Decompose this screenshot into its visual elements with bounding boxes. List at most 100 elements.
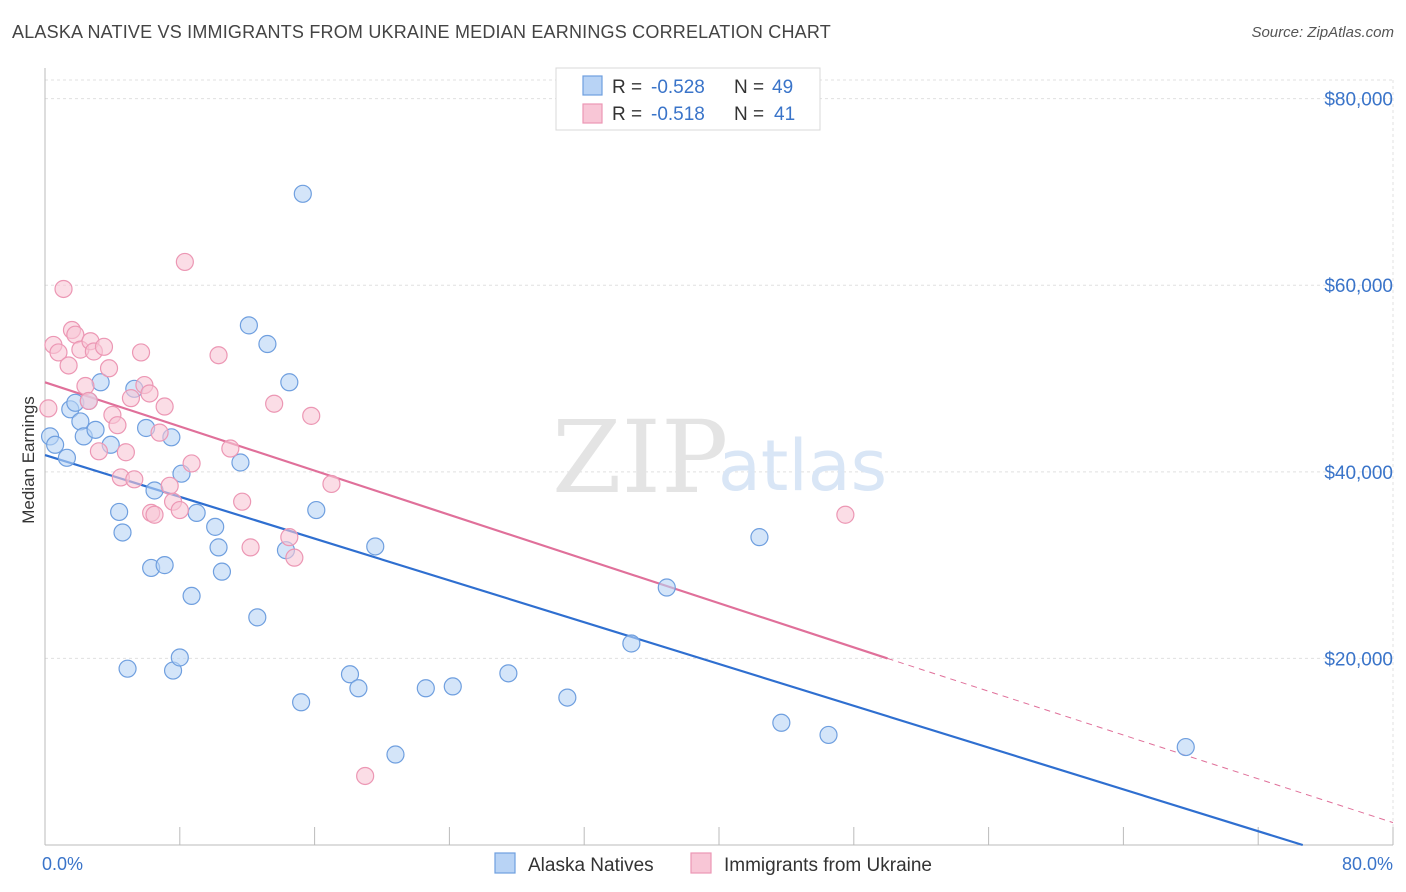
point-ukraine-16 [108, 416, 127, 435]
point-alaska-natives-42 [443, 677, 462, 696]
trend-lines [44, 381, 1394, 847]
point-ukraine-14 [99, 359, 119, 378]
point-alaska-natives-21 [170, 648, 189, 667]
data-points [39, 184, 1195, 786]
point-alaska-natives-18 [155, 556, 174, 575]
axes [44, 68, 1394, 846]
y-tick-label-2: $60,000 [1324, 276, 1393, 297]
point-ukraine-40 [302, 406, 321, 425]
point-ukraine-23 [140, 384, 159, 403]
point-alaska-natives-43 [499, 664, 518, 683]
bottom-legend-swatch-ukraine [690, 852, 712, 874]
y-tick-label-3: $80,000 [1324, 90, 1393, 111]
point-alaska-natives-11 [110, 502, 129, 522]
point-ukraine-38 [280, 528, 299, 547]
legend-n-label-2: N = [734, 104, 764, 125]
point-alaska-natives-5 [71, 412, 90, 431]
point-ukraine-13 [94, 337, 114, 356]
point-ukraine-27 [155, 397, 174, 416]
bottom-legend-swatch-alaska-natives [494, 852, 516, 874]
point-alaska-natives-29 [239, 316, 258, 335]
grid-lines [45, 79, 1394, 845]
point-ukraine-8 [76, 376, 95, 396]
point-ukraine-28 [160, 476, 179, 495]
point-ukraine-20 [125, 470, 144, 489]
bottom-legend-ukraine: Immigrants from Ukraine [724, 855, 932, 876]
point-alaska-natives-25 [206, 517, 225, 536]
point-alaska-natives-48 [772, 713, 791, 732]
point-ukraine-26 [150, 423, 169, 442]
point-alaska-natives-2 [57, 448, 77, 467]
point-alaska-natives-23 [182, 586, 201, 606]
point-alaska-natives-39 [366, 537, 385, 556]
point-alaska-natives-47 [750, 528, 769, 547]
point-alaska-natives-12 [113, 523, 132, 542]
legend-n-label-1: N = [734, 77, 764, 98]
legend-box: R = -0.528 N = 49 R = -0.518 N = 41 [555, 67, 821, 131]
point-alaska-natives-8 [86, 420, 105, 439]
y-axis-label: Median Earnings [19, 396, 38, 524]
point-alaska-natives-50 [1176, 737, 1195, 757]
watermark-atlas: atlas [718, 425, 887, 507]
point-alaska-natives-41 [416, 679, 435, 698]
trend-line-0 [44, 453, 1304, 847]
point-alaska-natives-30 [248, 608, 267, 627]
x-tick-label-max: 80.0% [1342, 854, 1393, 874]
bottom-legend: Alaska Natives Immigrants from Ukraine [494, 852, 932, 876]
legend-r-value-1: -0.528 [651, 77, 705, 98]
x-tick-labels: 0.0% 80.0% [42, 854, 1393, 874]
y-tick-label-0: $20,000 [1324, 649, 1393, 670]
point-ukraine-21 [131, 343, 151, 362]
chart-title: ALASKA NATIVE VS IMMIGRANTS FROM UKRAINE… [12, 22, 831, 42]
legend-n-value-1: 49 [772, 77, 793, 98]
point-alaska-natives-24 [187, 503, 206, 522]
point-ukraine-30 [170, 500, 189, 520]
point-alaska-natives-36 [307, 500, 326, 520]
legend-swatch-alaska-natives [582, 75, 603, 96]
point-ukraine-18 [116, 443, 135, 462]
point-alaska-natives-49 [819, 725, 838, 745]
point-ukraine-41 [322, 474, 341, 494]
point-ukraine-9 [79, 391, 98, 411]
point-alaska-natives-26 [209, 538, 228, 557]
point-alaska-natives-40 [386, 745, 405, 764]
y-tick-labels: $20,000 $40,000 $60,000 $80,000 [1324, 90, 1393, 671]
point-alaska-natives-44 [558, 688, 577, 707]
legend-n-value-2: 41 [774, 104, 795, 125]
point-alaska-natives-28 [231, 453, 250, 472]
legend-r-value-2: -0.518 [651, 104, 705, 125]
point-ukraine-19 [121, 389, 141, 408]
point-alaska-natives-17 [145, 481, 164, 500]
trend-line-2 [887, 657, 1394, 824]
point-alaska-natives-31 [258, 334, 277, 354]
point-ukraine-34 [221, 439, 240, 458]
point-ukraine-43 [836, 505, 855, 524]
point-alaska-natives-37 [340, 665, 360, 684]
point-alaska-natives-35 [293, 184, 312, 203]
point-ukraine-33 [209, 346, 228, 365]
legend-swatch-ukraine [582, 103, 603, 124]
point-alaska-natives-27 [212, 562, 232, 581]
point-ukraine-12 [89, 442, 109, 461]
point-ukraine-36 [241, 538, 260, 557]
x-tick-label-min: 0.0% [42, 854, 83, 874]
point-ukraine-39 [285, 548, 304, 567]
point-ukraine-2 [49, 343, 68, 362]
point-ukraine-35 [233, 492, 252, 511]
point-alaska-natives-13 [118, 659, 137, 678]
point-alaska-natives-38 [349, 679, 368, 698]
point-ukraine-3 [54, 279, 73, 299]
chart-source: Source: ZipAtlas.com [1251, 24, 1394, 41]
point-ukraine-25 [145, 505, 164, 524]
point-alaska-natives-1 [46, 435, 65, 454]
bottom-legend-alaska-natives: Alaska Natives [528, 855, 654, 876]
point-ukraine-31 [175, 252, 194, 272]
watermark: ZIP atlas [552, 399, 887, 516]
trend-line-1 [44, 381, 888, 660]
point-alaska-natives-34 [292, 693, 311, 712]
legend-r-label-2: R = [612, 104, 642, 125]
point-alaska-natives-46 [657, 578, 676, 597]
point-ukraine-4 [59, 356, 78, 375]
point-ukraine-37 [265, 394, 284, 413]
